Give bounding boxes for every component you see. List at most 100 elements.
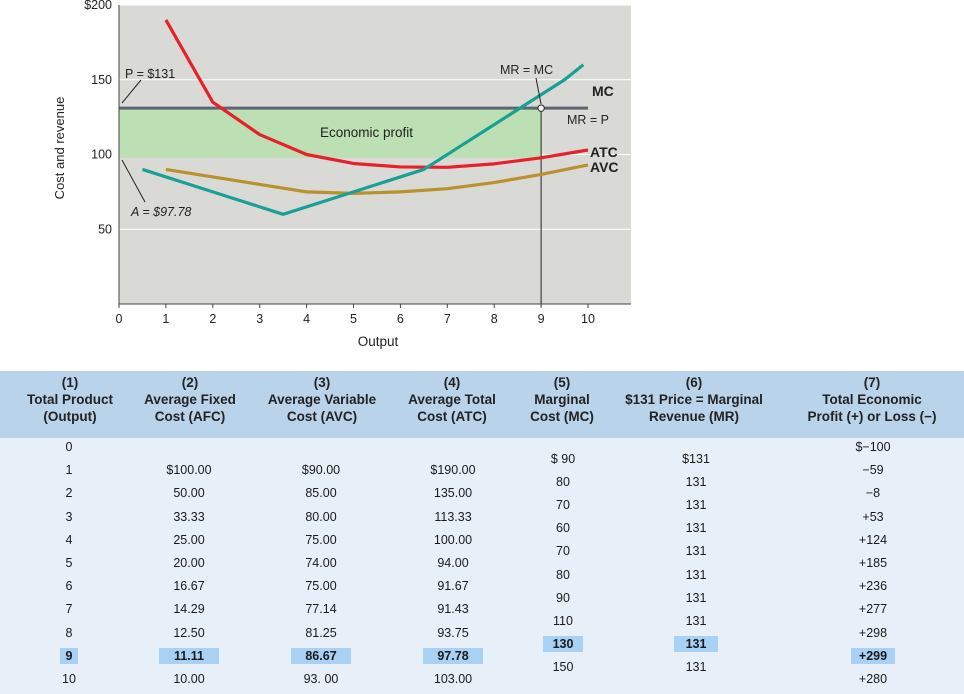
mc-cell: 60 <box>556 521 570 536</box>
profit-cell: +277 <box>858 602 888 617</box>
profit-cell: +298 <box>858 625 888 640</box>
series-atc-line <box>164 19 589 169</box>
avg-total-label: A = $97.78 <box>130 205 191 219</box>
output-cell: 1 <box>65 463 73 478</box>
x-tick-label: 9 <box>538 312 545 326</box>
profit-cell: +53 <box>862 509 884 524</box>
cost-revenue-chart: 50 100 150 $200 0 1 2 3 4 5 6 7 8 9 10 P = $131 A = $9… <box>52 0 631 349</box>
atc-cell: $190.00 <box>430 463 476 478</box>
avc-cell: 81.25 <box>305 625 337 640</box>
profit-cell: +185 <box>858 556 888 570</box>
mc-cell: 130 <box>543 636 583 653</box>
afc-cell: 11.11 <box>159 647 219 664</box>
y-tick-label: $200 <box>84 0 112 12</box>
x-tick-label: 2 <box>209 312 216 326</box>
afc-cell: 10.00 <box>173 672 205 686</box>
profit-cell: +236 <box>858 579 888 594</box>
y-tick-label: 50 <box>98 222 112 236</box>
profit-cell: $−100 <box>855 440 891 454</box>
atc-cell: 97.78 <box>423 647 483 664</box>
mr-cell: 131 <box>685 474 707 489</box>
mc-cell: 80 <box>556 474 570 489</box>
afc-cell: 20.00 <box>173 556 205 570</box>
mr-cell: 131 <box>685 660 707 675</box>
mr-cell: 131 <box>685 521 707 536</box>
mr-cell: 131 <box>685 567 707 582</box>
series-mc-line <box>141 63 585 216</box>
avc-cell: 77.14 <box>305 602 337 617</box>
avc-cell: 93. 00 <box>303 672 339 686</box>
x-tick-label: 8 <box>491 312 498 326</box>
mc-curve-label: MC <box>592 83 614 99</box>
x-axis-title: Output <box>358 334 399 349</box>
output-cell: 6 <box>65 579 73 594</box>
output-cell: 3 <box>65 509 73 524</box>
y-axis-title: Cost and revenue <box>52 97 67 200</box>
atc-cell: 91.43 <box>437 602 469 617</box>
profit-cell: +280 <box>858 672 888 686</box>
avg-total-leader-line <box>121 159 146 203</box>
table-header-band <box>0 371 964 438</box>
output-cell: 10 <box>62 672 76 686</box>
price-label: P = $131 <box>125 67 175 81</box>
header-mr: (6) $131 Price = Marginal Revenue (MR) <box>625 375 763 424</box>
afc-cell: 12.50 <box>173 625 205 640</box>
header-profit: (7) Total Economic Profit (+) or Loss (−) <box>807 375 937 424</box>
profit-area-label: Economic profit <box>320 125 413 140</box>
avc-cell: 75.00 <box>305 579 337 594</box>
mr-mc-point <box>537 104 545 112</box>
mc-cell: $ 90 <box>550 451 576 466</box>
atc-cell: 100.00 <box>433 532 473 547</box>
axis-layer: 50 100 150 $200 0 1 2 3 4 5 6 7 8 9 10 <box>84 0 631 326</box>
header-afc: (2) Average Fixed Cost (AFC) <box>144 375 236 424</box>
mr-cell: 131 <box>685 614 707 628</box>
mr-cell: 131 <box>674 636 718 653</box>
avc-cell: $90.00 <box>301 463 341 478</box>
header-mc: (5) Marginal Cost (MC) <box>530 375 594 424</box>
x-tick-label: 6 <box>397 312 404 326</box>
output-cell: 8 <box>65 625 73 640</box>
mr-mc-leader-line <box>535 77 542 105</box>
series-layer <box>119 19 589 304</box>
x-tick-label: 3 <box>256 312 263 326</box>
profit-cell: +124 <box>858 532 888 547</box>
afc-cell: 14.29 <box>173 602 205 617</box>
y-tick-label: 150 <box>91 73 112 87</box>
output-cell: 0 <box>65 440 73 454</box>
afc-cell: 50.00 <box>173 486 205 501</box>
atc-cell: 103.00 <box>433 672 473 686</box>
afc-cell: $100.00 <box>166 463 212 478</box>
header-total-product: (1) Total Product (Output) <box>27 375 113 424</box>
profit-cell: −8 <box>865 486 881 501</box>
y-tick-label: 100 <box>91 148 112 162</box>
mc-cell: 150 <box>552 660 574 675</box>
x-tick-label: 10 <box>581 312 595 326</box>
annotation-layer: P = $131 A = $97.78 Economic profit MR =… <box>52 63 619 349</box>
profit-cell: −59 <box>862 463 884 478</box>
profit-cell: +299 <box>851 647 895 664</box>
output-cell: 5 <box>65 556 73 570</box>
price-leader-line <box>121 79 142 104</box>
mr-mc-label: MR = MC <box>500 63 553 77</box>
mc-cell: 70 <box>556 498 570 512</box>
mr-p-label: MR = P <box>567 113 609 127</box>
atc-cell: 91.67 <box>437 579 469 594</box>
avc-cell: 80.00 <box>305 509 337 524</box>
x-tick-label: 1 <box>162 312 169 326</box>
avc-cell: 75.00 <box>305 532 337 547</box>
atc-cell: 94.00 <box>437 556 469 570</box>
mr-cell: 131 <box>685 498 707 512</box>
output-cell: 7 <box>65 602 73 617</box>
header-avc: (3) Average Variable Cost (AVC) <box>267 375 377 424</box>
afc-cell: 25.00 <box>173 532 205 547</box>
output-cell: 4 <box>65 532 73 547</box>
mc-cell: 70 <box>556 544 570 559</box>
economic-profit-area <box>119 108 542 158</box>
mc-cell: 110 <box>553 614 573 628</box>
avc-curve-label: AVC <box>590 159 619 175</box>
x-tick-label: 4 <box>303 312 310 326</box>
output-cell: 9 <box>60 647 78 664</box>
avc-cell: 86.67 <box>291 647 351 664</box>
header-atc: (4) Average Total Cost (ATC) <box>408 375 496 424</box>
afc-cell: 16.67 <box>173 579 205 594</box>
